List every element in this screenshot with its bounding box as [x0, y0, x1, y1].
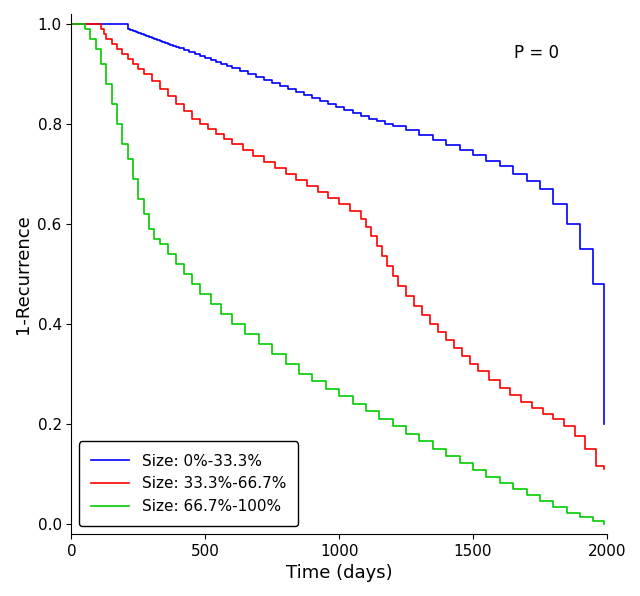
Size: 0%-33.3%: (810, 0.87): 0%-33.3%: (810, 0.87)	[284, 85, 292, 92]
Y-axis label: 1-Recurrence: 1-Recurrence	[14, 214, 32, 334]
Size: 0%-33.3%: (750, 0.888): 0%-33.3%: (750, 0.888)	[268, 76, 276, 83]
Size: 0%-33.3%: (1.8e+03, 0.67): 0%-33.3%: (1.8e+03, 0.67)	[550, 185, 557, 193]
Size: 66.7%-100%: (1.75e+03, 0.046): 66.7%-100%: (1.75e+03, 0.046)	[536, 497, 544, 504]
Size: 66.7%-100%: (0, 1): 66.7%-100%: (0, 1)	[68, 20, 76, 27]
Size: 33.3%-66.7%: (1.99e+03, 0.11): 33.3%-66.7%: (1.99e+03, 0.11)	[600, 465, 608, 473]
Size: 0%-33.3%: (0, 1): 0%-33.3%: (0, 1)	[68, 20, 76, 27]
X-axis label: Time (days): Time (days)	[286, 564, 392, 582]
Line: Size: 66.7%-100%: Size: 66.7%-100%	[72, 24, 604, 524]
Size: 33.3%-66.7%: (120, 0.98): 33.3%-66.7%: (120, 0.98)	[100, 30, 108, 38]
Size: 0%-33.3%: (1.11e+03, 0.81): 0%-33.3%: (1.11e+03, 0.81)	[365, 115, 372, 122]
Size: 66.7%-100%: (950, 0.285): 66.7%-100%: (950, 0.285)	[322, 378, 330, 385]
Size: 0%-33.3%: (350, 0.964): 0%-33.3%: (350, 0.964)	[161, 38, 169, 45]
Size: 0%-33.3%: (1.55e+03, 0.726): 0%-33.3%: (1.55e+03, 0.726)	[483, 157, 490, 164]
Line: Size: 33.3%-66.7%: Size: 33.3%-66.7%	[72, 24, 604, 469]
Size: 33.3%-66.7%: (1.2e+03, 0.496): 33.3%-66.7%: (1.2e+03, 0.496)	[389, 272, 397, 280]
Size: 33.3%-66.7%: (1.16e+03, 0.556): 33.3%-66.7%: (1.16e+03, 0.556)	[378, 243, 386, 250]
Size: 66.7%-100%: (1.85e+03, 0.034): 66.7%-100%: (1.85e+03, 0.034)	[563, 503, 570, 510]
Line: Size: 0%-33.3%: Size: 0%-33.3%	[72, 24, 604, 424]
Size: 33.3%-66.7%: (1.6e+03, 0.272): 33.3%-66.7%: (1.6e+03, 0.272)	[496, 384, 504, 392]
Text: P = 0: P = 0	[514, 44, 559, 62]
Size: 33.3%-66.7%: (1.14e+03, 0.575): 33.3%-66.7%: (1.14e+03, 0.575)	[372, 233, 380, 240]
Size: 66.7%-100%: (1.8e+03, 0.046): 66.7%-100%: (1.8e+03, 0.046)	[550, 497, 557, 504]
Size: 33.3%-66.7%: (1.84e+03, 0.21): 33.3%-66.7%: (1.84e+03, 0.21)	[560, 415, 568, 423]
Legend: Size: 0%-33.3%, Size: 33.3%-66.7%, Size: 66.7%-100%: Size: 0%-33.3%, Size: 33.3%-66.7%, Size:…	[79, 442, 298, 526]
Size: 66.7%-100%: (310, 0.57): 66.7%-100%: (310, 0.57)	[150, 235, 158, 243]
Size: 33.3%-66.7%: (0, 1): 33.3%-66.7%: (0, 1)	[68, 20, 76, 27]
Size: 0%-33.3%: (1.99e+03, 0.2): 0%-33.3%: (1.99e+03, 0.2)	[600, 420, 608, 427]
Size: 66.7%-100%: (1.99e+03, 0): 66.7%-100%: (1.99e+03, 0)	[600, 520, 608, 527]
Size: 66.7%-100%: (1.7e+03, 0.058): 66.7%-100%: (1.7e+03, 0.058)	[523, 491, 531, 498]
